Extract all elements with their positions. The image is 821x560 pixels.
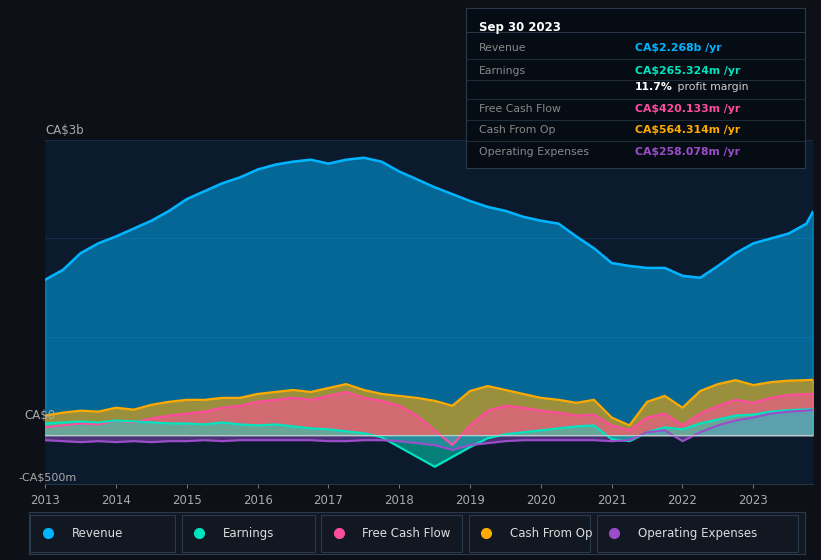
Text: Cash From Op: Cash From Op (510, 527, 592, 540)
Text: CA$258.078m /yr: CA$258.078m /yr (635, 147, 740, 157)
Text: Sep 30 2023: Sep 30 2023 (479, 21, 561, 34)
Text: -CA$500m: -CA$500m (18, 472, 76, 482)
Text: Revenue: Revenue (479, 43, 526, 53)
Text: 11.7%: 11.7% (635, 82, 673, 92)
Text: Cash From Op: Cash From Op (479, 125, 556, 135)
Text: Earnings: Earnings (479, 66, 526, 76)
Text: profit margin: profit margin (674, 82, 749, 92)
Text: CA$265.324m /yr: CA$265.324m /yr (635, 66, 741, 76)
Text: CA$0: CA$0 (25, 409, 56, 422)
Text: Operating Expenses: Operating Expenses (479, 147, 589, 157)
Text: Operating Expenses: Operating Expenses (638, 527, 757, 540)
Text: Free Cash Flow: Free Cash Flow (362, 527, 451, 540)
Text: CA$2.268b /yr: CA$2.268b /yr (635, 43, 722, 53)
Text: CA$564.314m /yr: CA$564.314m /yr (635, 125, 741, 135)
Text: Earnings: Earnings (222, 527, 274, 540)
Text: Revenue: Revenue (71, 527, 123, 540)
Text: CA$420.133m /yr: CA$420.133m /yr (635, 104, 741, 114)
Text: Free Cash Flow: Free Cash Flow (479, 104, 561, 114)
Text: CA$3b: CA$3b (45, 124, 84, 137)
